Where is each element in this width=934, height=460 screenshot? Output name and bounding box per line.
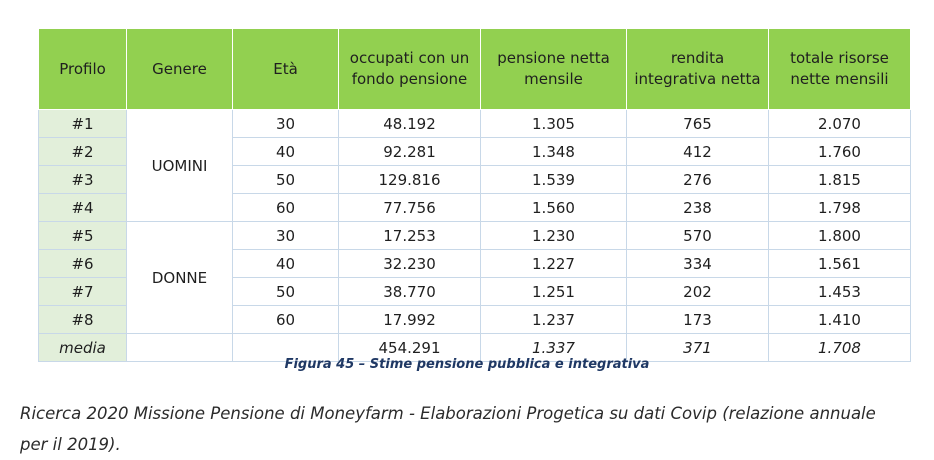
header-occupati: occupati con un fondo pensione — [338, 28, 481, 110]
cell-media-pensione: 1.337 — [480, 333, 627, 362]
cell-totale: 1.815 — [768, 165, 911, 194]
table-row: #3 50 129.816 1.539 276 1.815 — [38, 165, 911, 194]
cell-rendita: 334 — [626, 249, 769, 278]
table-header-row: Profilo Genere Età occupati con un fondo… — [38, 28, 911, 110]
table-row: #6 40 32.230 1.227 334 1.561 — [38, 249, 911, 278]
cell-totale: 1.410 — [768, 305, 911, 334]
cell-occupati: 129.816 — [338, 165, 481, 194]
cell-occupati: 77.756 — [338, 193, 481, 222]
cell-profilo: #5 — [38, 221, 127, 250]
cell-pensione: 1.230 — [480, 221, 627, 250]
table-row: #5 DONNE 30 17.253 1.230 570 1.800 — [38, 221, 911, 334]
cell-eta: 40 — [232, 249, 339, 278]
cell-profilo: #8 — [38, 305, 127, 334]
cell-rendita: 765 — [626, 109, 769, 138]
cell-occupati: 92.281 — [338, 137, 481, 166]
table-row: #1 UOMINI 30 48.192 1.305 765 2.070 — [38, 109, 911, 222]
cell-eta: 30 — [232, 221, 339, 250]
cell-pensione: 1.227 — [480, 249, 627, 278]
cell-totale: 1.760 — [768, 137, 911, 166]
figure-caption: Figura 45 – Stime pensione pubblica e in… — [284, 357, 650, 372]
header-totale: totale risorse nette mensili — [768, 28, 911, 110]
header-genere: Genere — [126, 28, 233, 110]
cell-pensione: 1.251 — [480, 277, 627, 306]
header-pensione: pensione netta mensile — [480, 28, 627, 110]
cell-rendita: 238 — [626, 193, 769, 222]
cell-profilo: #1 — [38, 109, 127, 138]
cell-totale: 1.798 — [768, 193, 911, 222]
cell-occupati: 17.992 — [338, 305, 481, 334]
cell-occupati: 17.253 — [338, 221, 481, 250]
cell-pensione: 1.539 — [480, 165, 627, 194]
header-profilo: Profilo — [38, 28, 127, 110]
table-row: #2 40 92.281 1.348 412 1.760 — [38, 137, 911, 166]
cell-blank — [126, 333, 233, 362]
cell-totale: 1.453 — [768, 277, 911, 306]
header-eta: Età — [232, 28, 339, 110]
cell-pensione: 1.560 — [480, 193, 627, 222]
cell-genere-donne: DONNE — [126, 221, 233, 334]
cell-totale: 1.561 — [768, 249, 911, 278]
cell-pensione: 1.237 — [480, 305, 627, 334]
cell-eta: 50 — [232, 277, 339, 306]
cell-profilo: #2 — [38, 137, 127, 166]
table-row: #4 60 77.756 1.560 238 1.798 — [38, 193, 911, 222]
cell-profilo: #4 — [38, 193, 127, 222]
cell-media-occupati: 454.291 — [338, 333, 481, 362]
cell-profilo: #6 — [38, 249, 127, 278]
header-rendita: rendita integrativa netta — [626, 28, 769, 110]
cell-media-label: media — [38, 333, 127, 362]
cell-rendita: 202 — [626, 277, 769, 306]
cell-eta: 60 — [232, 193, 339, 222]
cell-totale: 2.070 — [768, 109, 911, 138]
cell-profilo: #3 — [38, 165, 127, 194]
cell-eta: 40 — [232, 137, 339, 166]
cell-rendita: 173 — [626, 305, 769, 334]
cell-profilo: #7 — [38, 277, 127, 306]
cell-media-totale: 1.708 — [768, 333, 911, 362]
cell-occupati: 48.192 — [338, 109, 481, 138]
cell-rendita: 276 — [626, 165, 769, 194]
cell-totale: 1.800 — [768, 221, 911, 250]
cell-media-rendita: 371 — [626, 333, 769, 362]
cell-rendita: 570 — [626, 221, 769, 250]
cell-rendita: 412 — [626, 137, 769, 166]
cell-occupati: 32.230 — [338, 249, 481, 278]
cell-genere-uomini: UOMINI — [126, 109, 233, 222]
cell-eta: 50 — [232, 165, 339, 194]
cell-occupati: 38.770 — [338, 277, 481, 306]
media-row: media 454.291 1.337 371 1.708 — [38, 333, 911, 362]
cell-pensione: 1.305 — [480, 109, 627, 138]
cell-eta: 30 — [232, 109, 339, 138]
pension-estimates-table: Profilo Genere Età occupati con un fondo… — [38, 28, 911, 362]
cell-pensione: 1.348 — [480, 137, 627, 166]
cell-eta: 60 — [232, 305, 339, 334]
source-note: Ricerca 2020 Missione Pensione di Moneyf… — [20, 404, 876, 454]
